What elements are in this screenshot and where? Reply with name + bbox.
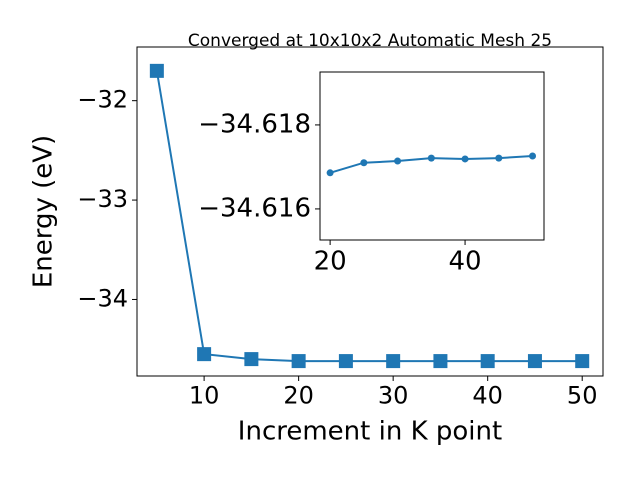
marker bbox=[575, 354, 590, 369]
y-tick-label: −33 bbox=[77, 185, 128, 213]
marker bbox=[360, 159, 368, 167]
x-tick-label: 20 bbox=[283, 382, 314, 410]
marker bbox=[529, 152, 537, 160]
marker bbox=[427, 154, 435, 162]
y-tick-label: −34.618 bbox=[198, 109, 311, 139]
y-tick-label: −34 bbox=[77, 284, 128, 312]
x-tick-label: 50 bbox=[567, 382, 598, 410]
x-tick-label: 40 bbox=[472, 382, 503, 410]
chart-title: Converged at 10x10x2 Automatic Mesh 25 bbox=[188, 31, 552, 51]
x-tick-label: 20 bbox=[314, 246, 347, 276]
marker bbox=[394, 157, 402, 165]
marker bbox=[495, 154, 503, 162]
marker bbox=[480, 354, 495, 369]
line bbox=[155, 70, 583, 363]
marker bbox=[149, 63, 164, 78]
marker bbox=[244, 352, 259, 367]
marker bbox=[338, 354, 353, 369]
marker bbox=[291, 354, 306, 369]
marker bbox=[527, 354, 542, 369]
marker bbox=[386, 354, 401, 369]
y-axis-label: Energy (eV) bbox=[29, 135, 59, 288]
x-tick-label: 10 bbox=[189, 382, 220, 410]
marker bbox=[197, 347, 212, 362]
marker bbox=[461, 155, 469, 163]
y-tick-label: −34.616 bbox=[198, 193, 311, 223]
marker bbox=[433, 354, 448, 369]
y-tick-label: −32 bbox=[77, 86, 128, 114]
x-tick-label: 40 bbox=[449, 246, 482, 276]
x-tick-label: 30 bbox=[378, 382, 409, 410]
x-axis-label: Increment in K point bbox=[238, 417, 502, 447]
marker bbox=[326, 169, 334, 177]
